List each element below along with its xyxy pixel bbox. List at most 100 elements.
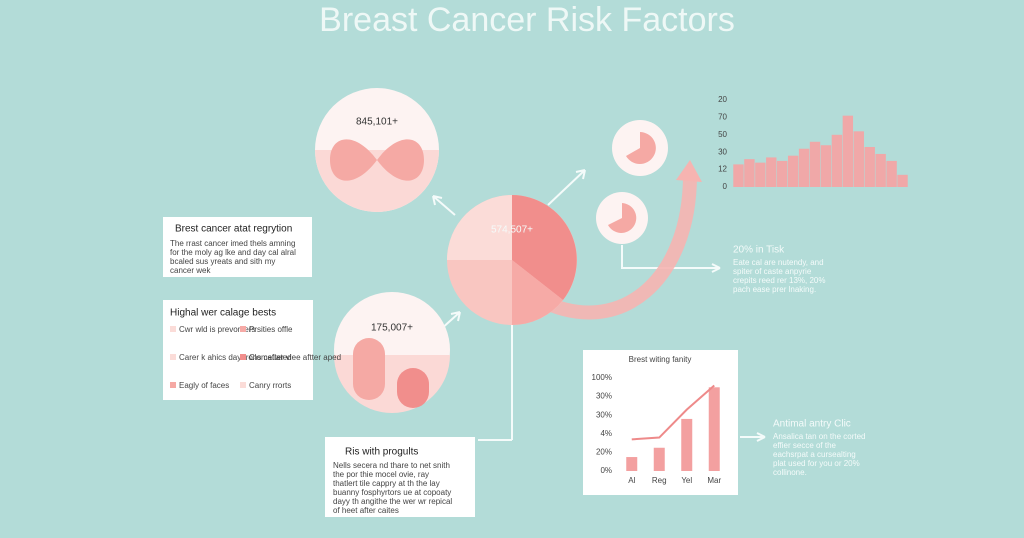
bar [653,447,665,471]
bar [820,145,832,187]
y-label: 4% [600,429,612,438]
legend-label: Canry rrorts [249,381,291,390]
y-label: 0% [600,466,612,475]
text-line: The rrast cancer imed thels amning [170,239,295,248]
note-title: 20% in Tisk [733,245,785,256]
text-line: Eate cal are nutendy, and [733,258,824,267]
legend-swatch [170,326,176,332]
bar [842,115,854,187]
card-title: Highal wer calage bests [170,308,276,319]
ribbon-icon [330,139,424,181]
y-label: 30% [596,410,612,419]
y-label: 50 [718,130,727,139]
bar [864,146,875,187]
y-label: 70 [718,113,727,122]
y-label: 100% [592,373,612,382]
chart-title: Brest witing fanity [629,355,692,364]
text-line: of heet after caites [333,506,399,515]
legend-swatch [170,354,176,360]
bar [886,160,897,187]
card-title: Brest cancer atat regrytion [175,224,292,235]
bar [681,418,693,471]
text-line: cancer wek [170,266,211,275]
title: Breast Cancer Risk Factors [319,1,735,39]
card [163,217,312,277]
pie-slice [512,260,563,325]
y-label: 0 [723,182,728,191]
text-line: pach ease prer lnaking. [733,285,816,294]
bar [626,457,638,471]
bar [755,162,766,187]
text-line: spiter of caste anpyrie [733,267,812,276]
card [325,437,475,517]
curved-arrow [536,174,697,320]
bar [777,160,788,187]
legend-label: Clometter vlee aftter aped [249,353,341,362]
x-tick-label: Al [628,476,635,485]
text-line: collinone. [773,468,807,477]
circle-center-label: 574,507+ [491,225,533,236]
bar [897,174,908,187]
bar [733,164,744,187]
bar [787,155,799,187]
text-line: eachsrpat a cursealting [773,450,856,459]
bar [875,153,886,187]
rate-chart: 0% 20% 4% 30% 30% 100% Al Reg Yel Mar [592,373,722,485]
bar [809,141,821,187]
circle-left-label: 175,007+ [371,323,413,334]
x-tick-label: Reg [652,476,667,485]
legend-swatch [170,382,176,388]
connectors [432,169,766,442]
x-tick-label: Mar [707,476,721,485]
bar [766,157,777,187]
text-line: crepits reed rer 13%, 20% [733,276,826,285]
x-tick-label: Yel [681,476,692,485]
pie-slice [512,195,577,300]
circle-band [334,355,450,413]
line [631,384,715,441]
text-line: dayy th angithe the wer wr repical [333,497,452,506]
card-title: Ris with progults [345,447,418,458]
y-label: 20% [596,448,612,457]
pie-slice [447,195,512,260]
arrow-head [676,160,702,182]
text-line: bcaled sus yreats and sith my [170,257,275,266]
y-label: 20 [718,95,727,104]
text-line: buanny fosphyrtors ue at copoaty [333,488,451,497]
pill-icon [397,368,429,408]
text-line: Ansalica tan on the corted [773,432,866,441]
bar [744,159,755,187]
small-pie [626,132,656,164]
y-label: 12 [718,165,727,174]
legend-swatch [240,326,246,332]
y-label: 30% [596,392,612,401]
note-title: Antimal antry Clic [773,419,851,430]
bar [853,131,864,187]
text-line: thatlert tile cappry at th the lay [333,479,440,488]
bar [831,134,843,187]
legend-label: Carer k ahics dayerons cafiated [179,353,292,362]
legend-label: Eagly of faces [179,381,229,390]
legend-label: Prsities offle [249,325,293,334]
trend-chart: 0 12 30 50 70 20 [718,95,908,191]
text-line: effier secce of the [773,441,837,450]
small-pie [608,203,637,233]
pill-icon [353,338,385,400]
y-label: 30 [718,147,727,156]
bar [708,387,720,471]
legend-swatch [240,382,246,388]
text-line: Nells secera nd thare to net snith [333,461,450,470]
legend-swatch [240,354,246,360]
card [163,300,313,400]
text-line: the por thie mocel ovie, ray [333,470,429,479]
legend-label: Cwr wld is prevonters [179,325,255,334]
bar [798,148,810,187]
circle-top-label: 845,101+ [356,117,398,128]
